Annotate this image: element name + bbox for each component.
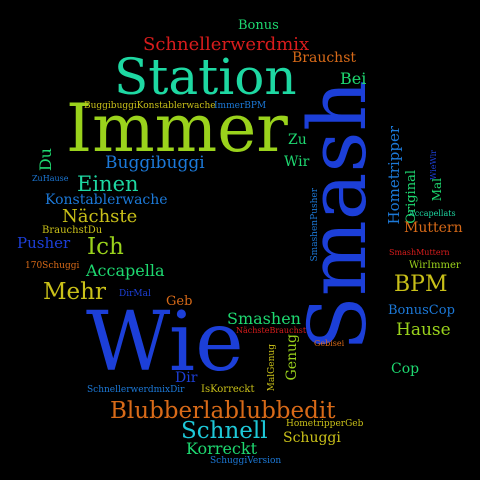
word-zu: Zu	[288, 132, 307, 148]
word-pusher: Pusher	[17, 234, 71, 252]
word-cop: Cop	[391, 361, 420, 377]
word-buggibuggi: Buggibuggi	[105, 153, 205, 173]
word-genug: Genug	[284, 334, 300, 381]
word-schnell: Schnell	[181, 418, 268, 444]
word-bpm: BPM	[394, 272, 448, 297]
word-naechste: Nächste	[62, 206, 138, 227]
word-ich: Ich	[87, 234, 124, 260]
word-wirimmer: WirImmer	[409, 260, 461, 271]
word-smashmuttern: SmashMuttern	[389, 248, 450, 257]
word-blubberlablubbedit: Blubberlablubbedit	[110, 398, 336, 424]
word-buggibuggikonstablerwache: BuggibuggiKonstablerwache	[84, 101, 216, 111]
word-smashen: Smashen	[227, 309, 301, 328]
word-schnellerwerdmixdir: SchnellerwerdmixDir	[87, 385, 185, 395]
word-schuggiversion: SchuggiVersion	[210, 456, 282, 466]
word-bei: Bei	[340, 69, 367, 88]
word-mal: Mal	[430, 178, 444, 202]
word-hometrippergeb: HometripperGeb	[286, 419, 364, 429]
word-malgenug: MalGenug	[267, 344, 277, 392]
word-hometripper: Hometripper	[385, 126, 403, 225]
word-schnellerwerdmix: Schnellerwerdmix	[143, 34, 310, 55]
word-gebisei: Gebisei	[314, 339, 345, 348]
word-170schuggi: 170Schuggi	[25, 261, 80, 271]
word-einen: Einen	[77, 172, 139, 196]
word-muttern: Muttern	[404, 220, 463, 236]
word-station: Station	[114, 48, 297, 106]
word-wir: Wir	[284, 154, 310, 170]
word-brauchst: Brauchst	[292, 50, 357, 66]
word-naechstebrauchst: NächsteBrauchst	[236, 326, 307, 335]
word-dirmal: DirMal	[119, 289, 151, 299]
word-smashenpusher: SmashenPusher	[310, 188, 320, 262]
word-iskorreckt: IsKorreckt	[201, 384, 255, 395]
word-wiewir: WieWir	[429, 150, 438, 180]
word-mehr: Mehr	[43, 279, 106, 305]
word-immerbpm: ImmerBPM	[214, 101, 267, 111]
word-konstablerwache: Konstablerwache	[45, 192, 168, 208]
word-geb: Geb	[166, 294, 193, 309]
word-korreckt: Korreckt	[186, 439, 258, 458]
word-bonuscop: BonusCop	[388, 303, 455, 318]
word-brauchstdu: BrauchstDu	[42, 225, 103, 236]
word-wie: Wie	[86, 295, 244, 390]
word-accapella: Accapella	[86, 261, 165, 280]
word-zuhause: ZuHause	[32, 174, 69, 183]
word-accapellats: Accapellats	[409, 209, 456, 218]
word-hause: Hause	[396, 320, 451, 340]
word-du: Du	[36, 148, 55, 172]
word-dir: Dir	[175, 370, 198, 386]
word-bonus: Bonus	[238, 18, 279, 33]
word-immer: Immer	[66, 90, 288, 167]
word-schuggi: Schuggi	[283, 430, 341, 446]
